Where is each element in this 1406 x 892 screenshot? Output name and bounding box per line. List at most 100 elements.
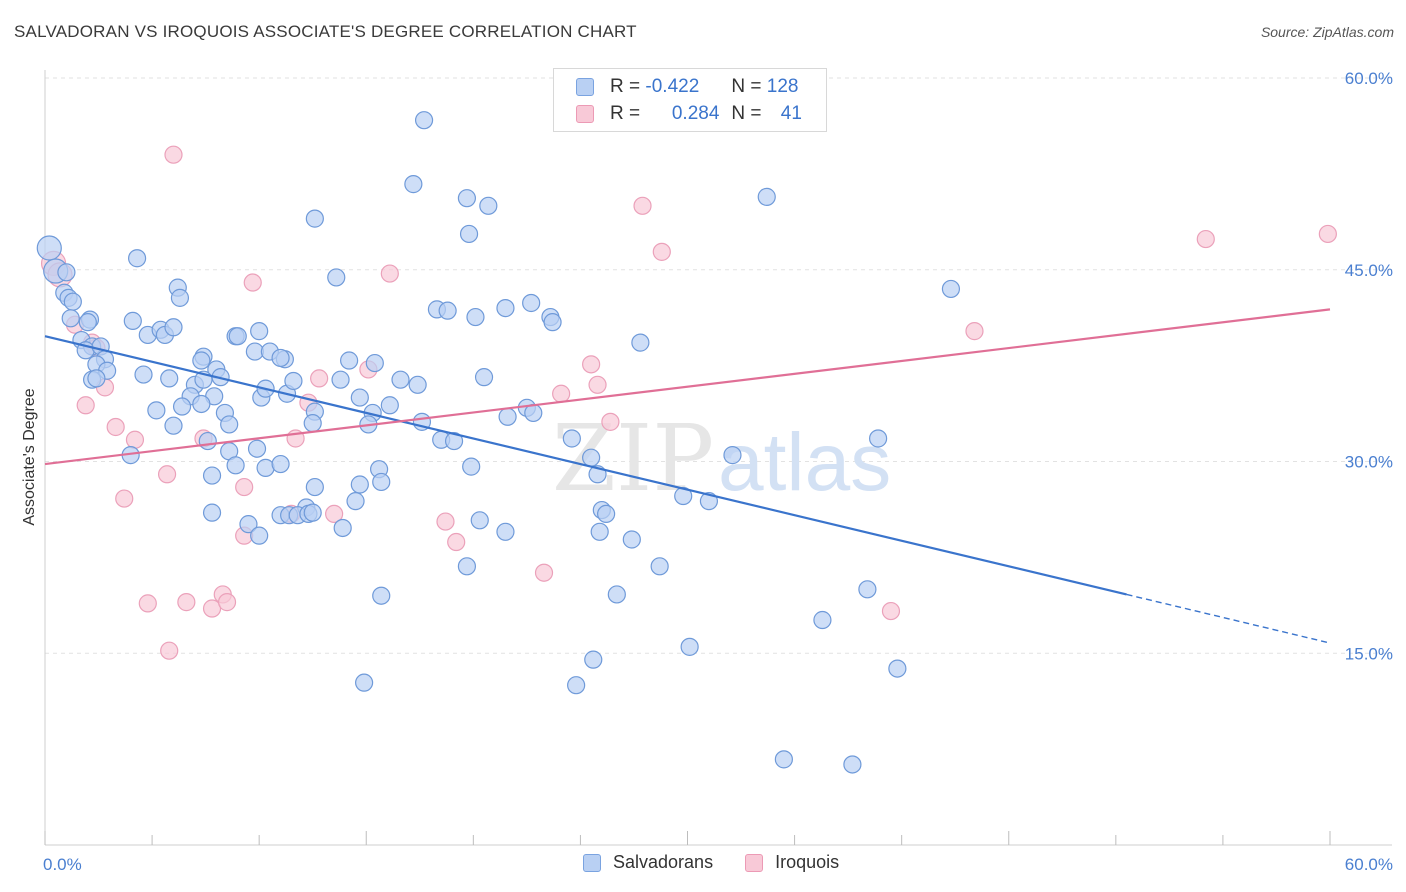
legend-r-label: R = xyxy=(610,76,641,97)
iroquois-point xyxy=(633,196,652,215)
source-label: Source: ZipAtlas.com xyxy=(1260,24,1394,40)
salvadoran-point xyxy=(57,263,76,282)
salvadoran-point xyxy=(414,111,434,130)
legend-n-label: N = xyxy=(731,76,762,97)
iroquois-legend-swatch xyxy=(745,853,764,872)
x-ticks xyxy=(44,831,1331,845)
salvadoran-point xyxy=(340,351,359,370)
legend-r-value: -0.422 xyxy=(645,76,700,97)
iroquois-point xyxy=(125,430,145,449)
x-tick-labels: 0.0% 60.0% xyxy=(43,855,1393,874)
axes xyxy=(44,70,1392,846)
trend-lines xyxy=(44,308,1331,644)
iroquois-point xyxy=(534,563,554,582)
salvadoran-point xyxy=(250,322,269,341)
salvadoran-point xyxy=(680,637,699,656)
salvadoran-point xyxy=(462,457,481,476)
legend-item-iroquois[interactable]: Iroquois xyxy=(745,852,839,873)
salvadoran-point xyxy=(843,755,862,774)
chart-title: SALVADORAN VS IROQUOIS ASSOCIATE'S DEGRE… xyxy=(14,22,637,41)
salvadoran-point xyxy=(355,673,374,692)
salvadoran-point xyxy=(202,503,222,522)
salvadoran-point xyxy=(250,526,269,545)
y-tick-label: 30.0% xyxy=(1345,453,1393,472)
salvadoran-point xyxy=(498,407,517,426)
salvadoran-point xyxy=(247,439,267,458)
salvadoran-point xyxy=(380,396,399,415)
salvadoran-point xyxy=(147,401,166,420)
salvadoran-point xyxy=(404,175,423,194)
y-tick-label: 45.0% xyxy=(1345,261,1393,280)
salvadoran-point xyxy=(198,431,217,451)
salvadoran-point xyxy=(607,585,626,604)
salvadoran-point xyxy=(372,586,391,605)
salvadoran-trend-line xyxy=(44,335,1127,596)
legend-n-label: N = xyxy=(731,103,762,124)
salvadoran-point xyxy=(327,268,346,287)
watermark-atlas: atlas xyxy=(718,417,891,508)
salvadoran-point xyxy=(941,279,961,299)
legend-item-salvadorans[interactable]: Salvadorans xyxy=(583,852,713,873)
iroquois-point xyxy=(217,593,237,612)
salvadoran-point xyxy=(584,650,603,669)
salvadoran-point xyxy=(582,448,601,467)
salvadoran-point xyxy=(36,235,62,261)
salvadorans-legend-label: Salvadorans xyxy=(613,852,714,872)
salvadoran-point xyxy=(220,415,239,434)
salvadoran-trend-extension xyxy=(1126,593,1331,644)
salvadoran-point xyxy=(303,414,322,433)
salvadoran-point xyxy=(474,368,494,387)
iroquois-point xyxy=(115,489,134,508)
watermark: ZIP atlas xyxy=(552,405,891,512)
salvadoran-point xyxy=(226,456,245,475)
salvadoran-point xyxy=(331,370,350,389)
salvadoran-point xyxy=(350,475,369,494)
y-tick-labels: 15.0% 30.0% 45.0% 60.0% xyxy=(1345,69,1393,663)
iroquois-point xyxy=(601,412,620,431)
salvadoran-point xyxy=(61,309,80,328)
salvadoran-point xyxy=(408,375,427,394)
salvadoran-point xyxy=(650,557,669,576)
iroquois-point xyxy=(243,273,262,292)
salvadoran-point xyxy=(333,518,352,538)
salvadoran-point xyxy=(391,370,410,389)
iroquois-point xyxy=(881,601,901,621)
gridlines xyxy=(45,77,1392,654)
legend-n-value: 41 xyxy=(780,103,802,124)
iroquois-point xyxy=(160,641,179,660)
iroquois-point xyxy=(310,369,329,388)
salvadoran-point xyxy=(479,196,498,215)
salvadoran-point xyxy=(192,394,211,414)
salvadoran-point xyxy=(888,659,907,678)
salvadoran-point xyxy=(350,388,369,407)
salvadoran-point xyxy=(303,503,322,522)
iroquois-point xyxy=(380,264,399,283)
salvadoran-point xyxy=(127,249,147,268)
salvadoran-point xyxy=(284,371,303,391)
salvadoran-point xyxy=(622,530,641,549)
legend-row-iroquois: R = 0.284 N = 41 xyxy=(576,102,802,126)
salvadoran-point xyxy=(78,313,97,332)
iroquois-point xyxy=(1196,229,1215,249)
iroquois-point xyxy=(436,512,455,531)
salvadoran-point xyxy=(256,458,275,477)
legend-r-value: 0.284 xyxy=(671,103,720,124)
salvadoran-point xyxy=(305,477,324,497)
salvadoran-point xyxy=(372,472,391,492)
salvadoran-point xyxy=(170,288,190,307)
iroquois-point xyxy=(325,504,344,524)
iroquois-point xyxy=(164,145,183,164)
iroquois-swatch xyxy=(576,105,594,123)
salvadoran-point xyxy=(134,365,153,384)
iroquois-point xyxy=(1318,224,1337,244)
salvadoran-point xyxy=(63,292,82,311)
legend-r-label: R = xyxy=(610,103,641,124)
iroquois-point xyxy=(202,599,222,618)
iroquois-point xyxy=(235,477,254,497)
salvadoran-point xyxy=(466,307,485,327)
salvadoran-point xyxy=(172,397,192,416)
salvadoran-point xyxy=(164,416,183,435)
salvadoran-point xyxy=(228,327,247,346)
salvadoran-point xyxy=(522,293,541,313)
